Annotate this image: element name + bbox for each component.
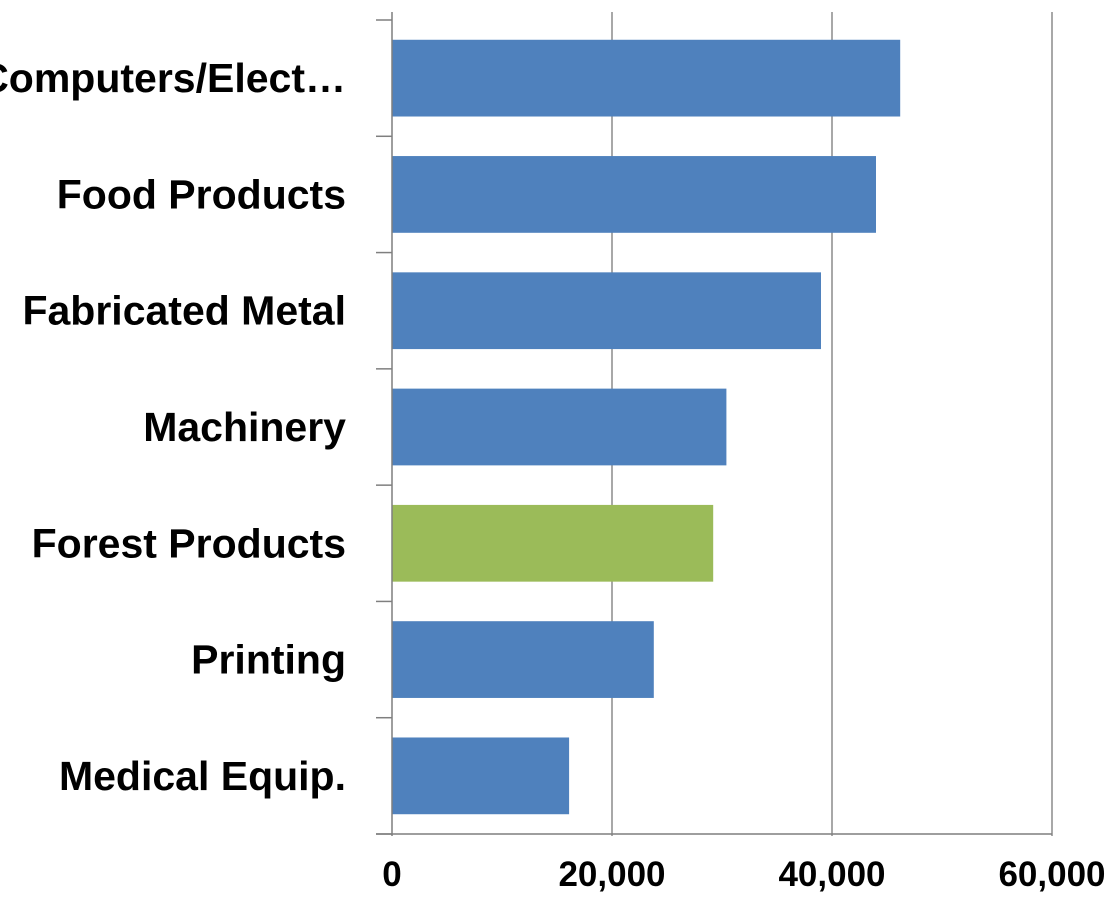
- x-tick-label: 0: [382, 855, 401, 894]
- x-tick-label: 20,000: [558, 855, 665, 894]
- category-label: Computers/Elect…: [0, 55, 346, 101]
- category-label: Forest Products: [32, 520, 346, 566]
- bar: [392, 39, 901, 117]
- x-tick-label: 60,000: [998, 855, 1105, 894]
- category-label: Machinery: [143, 404, 346, 450]
- category-label: Printing: [191, 637, 346, 683]
- bar: [392, 272, 821, 350]
- bar: [392, 156, 876, 233]
- axis-layer: [376, 12, 1052, 836]
- bar: [392, 621, 654, 698]
- category-label: Food Products: [57, 171, 346, 217]
- label-layer: Computers/Elect… Food Products Fabricated …: [0, 55, 1106, 894]
- bar: [392, 737, 570, 815]
- category-label: Medical Equip.: [59, 753, 346, 799]
- bar: [392, 388, 727, 466]
- x-tick-label: 40,000: [778, 855, 885, 894]
- bar-layer: [392, 39, 901, 815]
- category-label: Fabricated Metal: [22, 288, 346, 334]
- bar: [392, 504, 714, 582]
